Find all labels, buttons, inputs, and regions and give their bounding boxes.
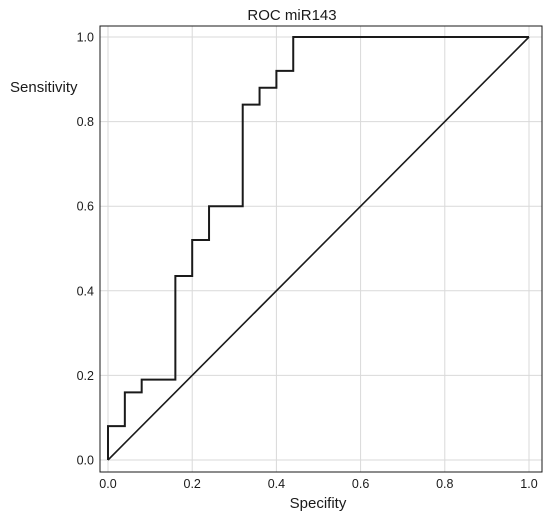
y-tick-label: 0.8 bbox=[77, 115, 94, 129]
grid bbox=[100, 26, 542, 472]
ticks: 0.0 0.2 0.4 0.6 0.8 1.0 0.0 0.2 0.4 0.6 0.8 1.0 bbox=[77, 31, 538, 492]
series bbox=[107, 36, 530, 461]
roc-curve bbox=[107, 36, 529, 460]
chart-title: ROC miR143 bbox=[247, 7, 336, 24]
x-axis-title: Specifity bbox=[290, 495, 347, 512]
x-tick-label: 0.0 bbox=[99, 477, 116, 491]
x-tick-label: 0.8 bbox=[436, 477, 453, 491]
x-tick-label: 0.4 bbox=[268, 477, 285, 491]
x-tick-label: 0.2 bbox=[184, 477, 201, 491]
x-tick-label: 1.0 bbox=[520, 477, 537, 491]
plot-frame bbox=[99, 25, 543, 473]
y-tick-label: 0.4 bbox=[77, 284, 94, 298]
x-tick-label: 0.6 bbox=[352, 477, 369, 491]
y-tick-label: 0.6 bbox=[77, 200, 94, 214]
reference-diagonal bbox=[107, 36, 530, 461]
y-tick-label: 0.0 bbox=[77, 454, 94, 468]
y-tick-label: 0.2 bbox=[77, 369, 94, 383]
y-tick-label: 1.0 bbox=[77, 31, 94, 45]
y-axis-title: Sensitivity bbox=[10, 79, 78, 96]
